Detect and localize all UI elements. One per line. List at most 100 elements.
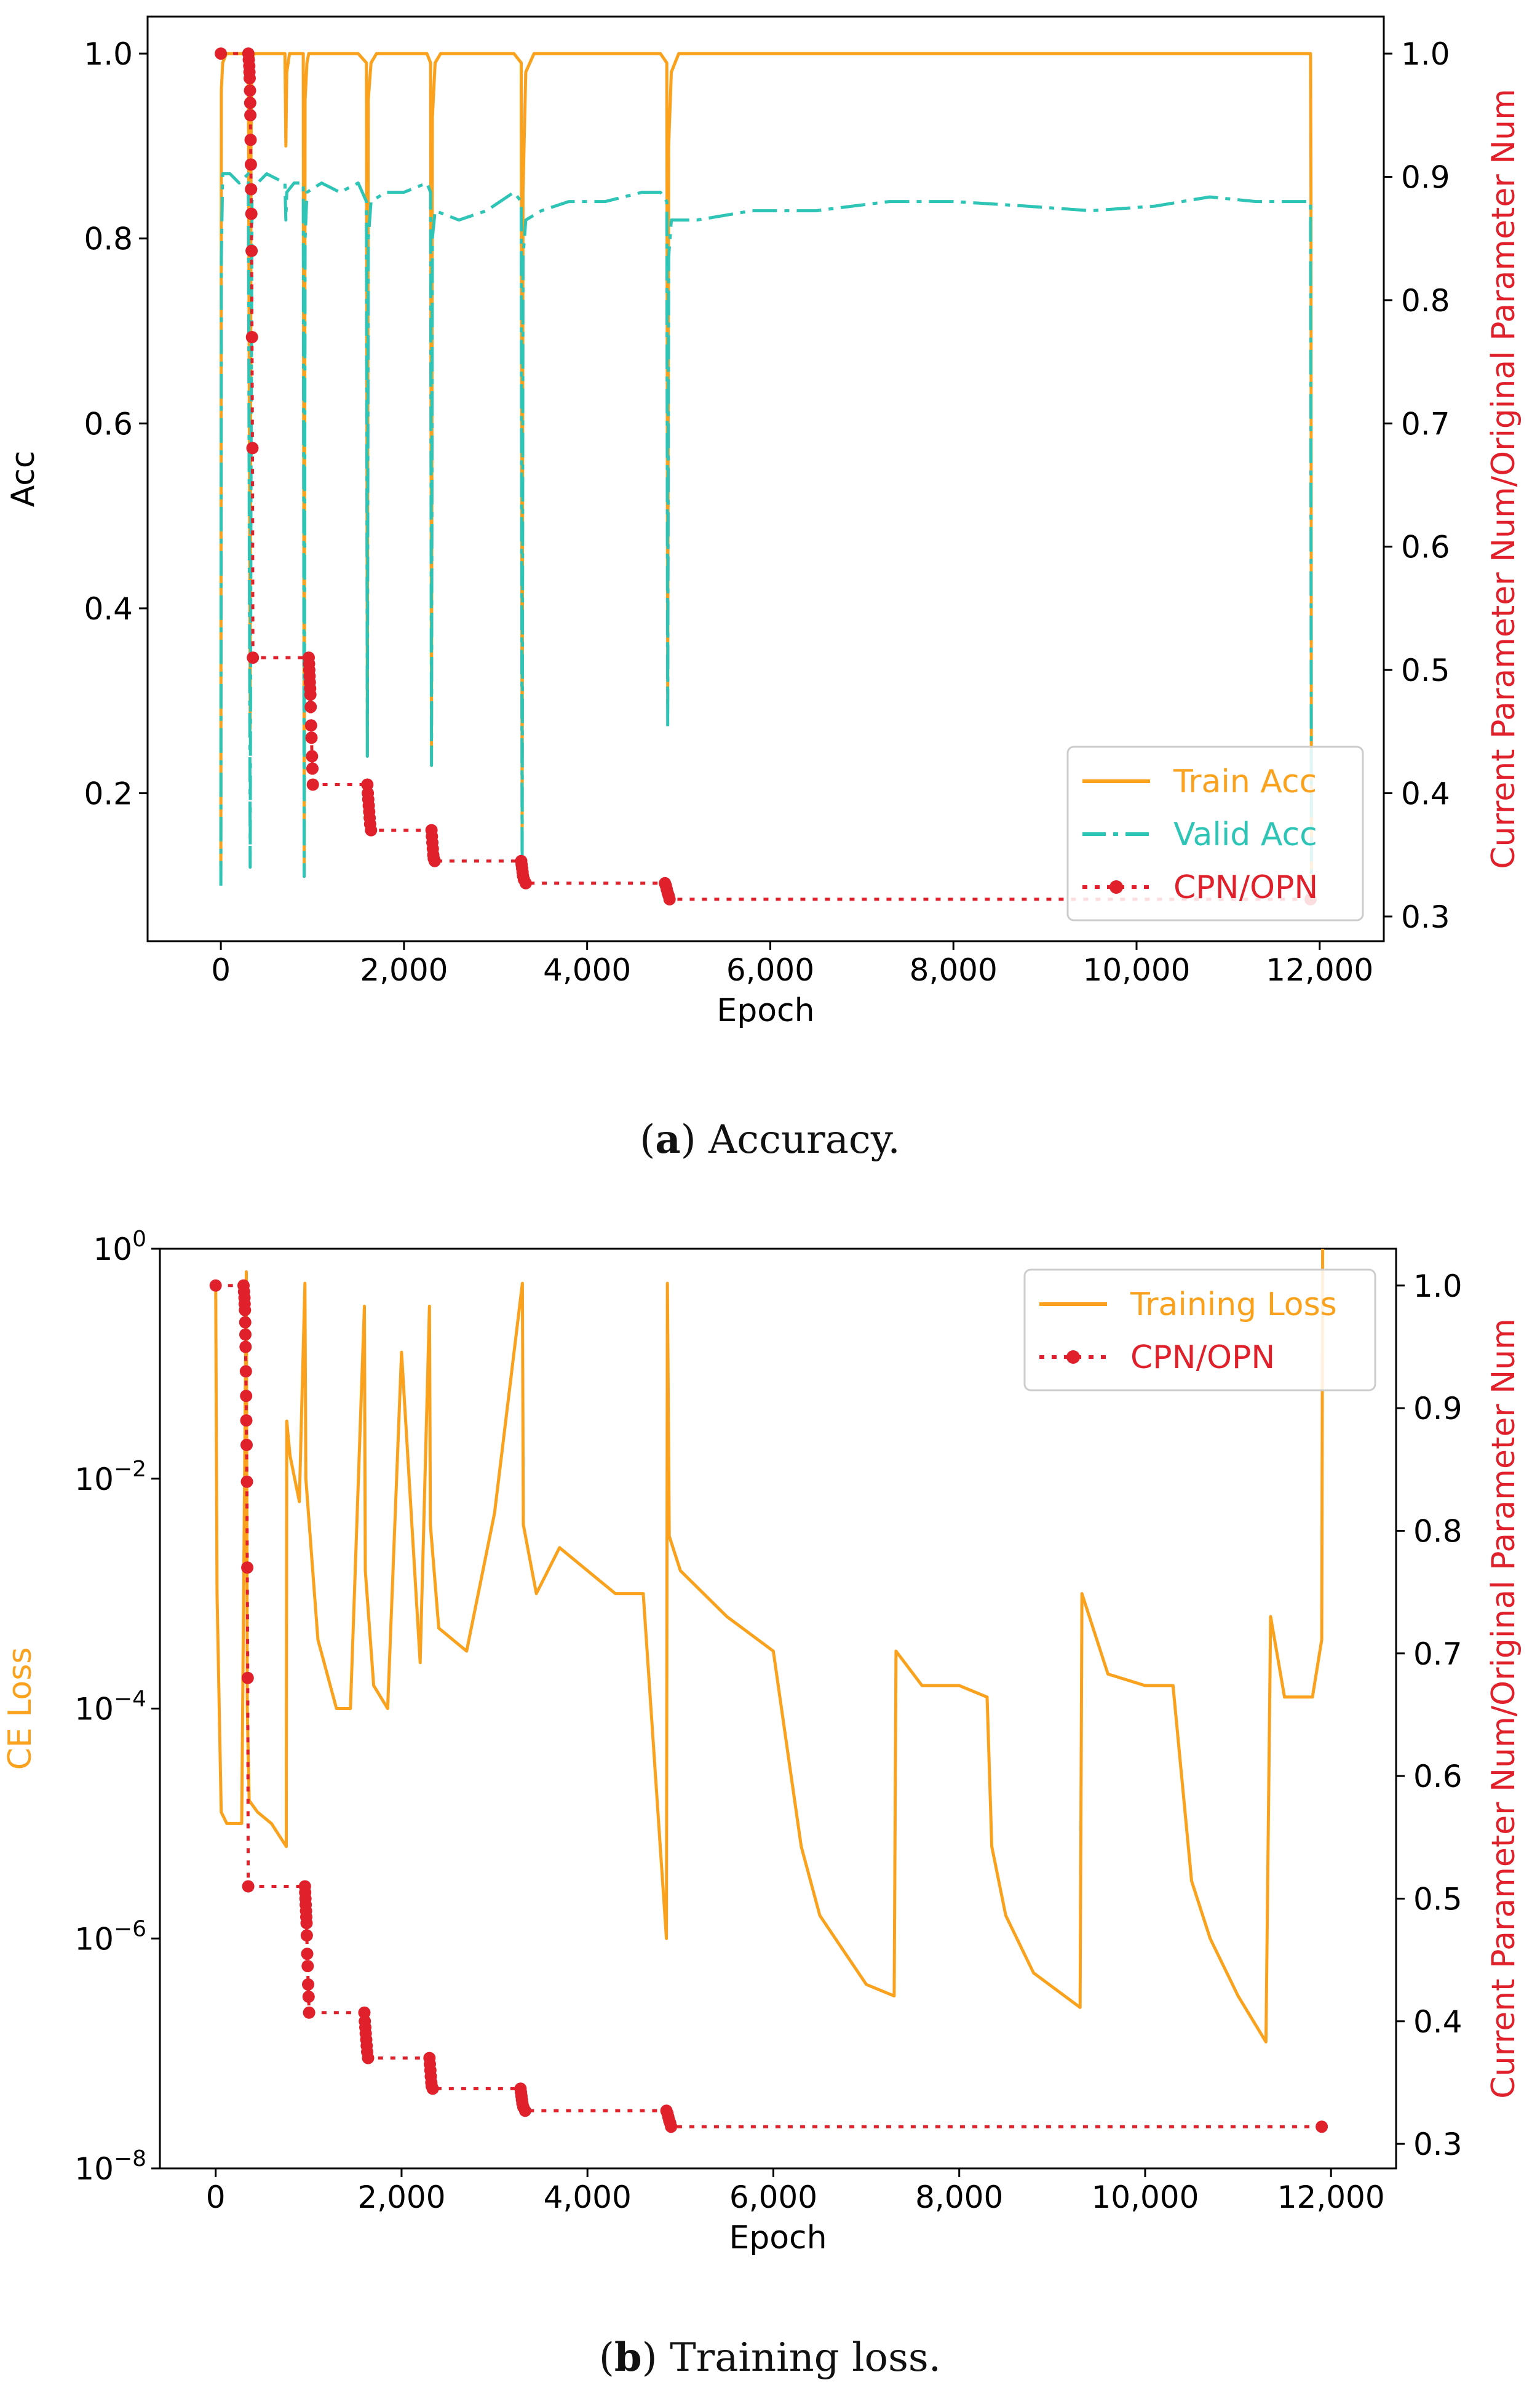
legend-label: CPN/OPN [1130, 1339, 1275, 1376]
x-axis-label: Epoch [716, 992, 814, 1029]
x-tick-label: 10,000 [1091, 2179, 1199, 2215]
legend-label: Training Loss [1130, 1286, 1337, 1323]
y2-tick-label: 1.0 [1413, 1268, 1463, 1304]
legend-label: CPN/OPN [1173, 869, 1318, 906]
y2-tick-label: 0.7 [1413, 1636, 1463, 1672]
legend-label: Valid Acc [1173, 816, 1317, 853]
x-tick-label: 4,000 [543, 952, 631, 988]
cpn-point [245, 183, 258, 196]
cpn-point [239, 1328, 252, 1341]
accuracy-chart: 0 2,000 4,000 6,000 8,000 10,000 12,000 Epoch 0.… [5, 15, 1522, 1029]
cpn-point [244, 72, 256, 85]
y2-tick-label: 0.3 [1401, 899, 1450, 935]
legend-label: Train Acc [1173, 763, 1317, 800]
legend-marker [1109, 880, 1123, 894]
y2-axis-label: Current Parameter Num/Original Parameter… [1485, 89, 1522, 869]
y-tick-label: 10−6 [74, 1916, 146, 1957]
legend-box [1023, 1268, 1376, 1391]
cpn-point [239, 1316, 252, 1329]
cpn-point [304, 688, 317, 701]
x-axis-label: Epoch [729, 2219, 827, 2256]
y2-tick-label: 0.6 [1401, 530, 1450, 565]
y-axis-label: CE Loss [2, 1647, 39, 1770]
x-tick-label: 12,000 [1266, 952, 1373, 988]
cpn-point [301, 1948, 314, 1960]
y2-tick-label: 0.9 [1413, 1391, 1463, 1427]
plot-frame [146, 15, 1385, 942]
x-tick-label: 0 [211, 952, 231, 988]
cpn-point [245, 207, 258, 220]
x-tick-label: 4,000 [544, 2179, 632, 2215]
caption-b: (b) Training loss. [598, 2334, 942, 2381]
y2-tick-label: 0.5 [1413, 1881, 1463, 1917]
cpn-point [244, 133, 257, 146]
series-line-training-loss [214, 1249, 1325, 2044]
caption-b-text: ) Training loss. [641, 2335, 942, 2381]
cpn-point [306, 750, 319, 763]
cpn-point [518, 2104, 531, 2117]
x-tick-label: 2,000 [360, 952, 448, 988]
cpn-point [245, 244, 258, 257]
cpn-point [244, 97, 256, 109]
x-tick-label: 0 [206, 2179, 226, 2215]
cpn-point [244, 109, 257, 122]
cpn-point [247, 651, 260, 664]
cpn-point [303, 2006, 316, 2019]
cpn-point [428, 854, 441, 867]
x-tick-label: 10,000 [1083, 952, 1191, 988]
cpn-point [239, 1365, 252, 1378]
cpn-point [302, 1990, 315, 2003]
y-tick-label: 0.4 [84, 591, 133, 627]
cpn-point [306, 778, 319, 791]
y2-tick-label: 0.3 [1413, 2127, 1463, 2162]
cpn-point [665, 2120, 678, 2133]
cpn-point [302, 1978, 314, 1991]
cpn-point [300, 1929, 313, 1942]
y-tick-label: 10−4 [74, 1687, 146, 1727]
legend-box [1066, 746, 1364, 921]
cpn-point [365, 824, 378, 837]
y-tick-label: 0.8 [84, 221, 133, 257]
caption-a-letter: a [655, 1116, 681, 1163]
cpn-point [304, 701, 317, 714]
caption-a-text: ) Accuracy. [680, 1117, 900, 1163]
cpn-point [362, 2052, 375, 2064]
y-tick-label: 0.6 [84, 406, 133, 442]
cpn-point [519, 877, 532, 890]
x-tick-label: 2,000 [357, 2179, 445, 2215]
y2-tick-label: 0.4 [1401, 776, 1450, 812]
cpn-point [304, 719, 317, 732]
cpn-point [244, 84, 256, 97]
cpn-point [1316, 2120, 1328, 2133]
cpn-point [240, 1475, 253, 1488]
y-tick-label: 10−2 [74, 1457, 146, 1497]
series-line-cpn-opn [215, 1284, 1322, 2128]
cpn-point [426, 2082, 439, 2095]
caption-a: (a) Accuracy. [640, 1116, 900, 1163]
cpn-point [240, 1390, 253, 1403]
y2-tick-label: 0.8 [1401, 283, 1450, 319]
x-tick-label: 6,000 [729, 2179, 817, 2215]
y2-tick-label: 0.7 [1401, 406, 1450, 442]
y-tick-label: 10−8 [74, 2146, 146, 2187]
cpn-point [301, 1960, 314, 1973]
cpn-point [246, 442, 259, 455]
cpn-point [239, 1303, 252, 1316]
y-tick-label: 1.0 [84, 36, 133, 72]
y2-tick-label: 0.5 [1401, 653, 1450, 688]
cpn-point [242, 1880, 255, 1893]
y2-tick-label: 0.6 [1413, 1759, 1463, 1794]
cpn-point [305, 731, 318, 744]
y2-tick-label: 0.4 [1413, 2004, 1463, 2040]
y2-tick-label: 0.9 [1401, 160, 1450, 196]
cpn-point [245, 331, 258, 343]
x-tick-label: 12,000 [1277, 2179, 1385, 2215]
y2-tick-label: 1.0 [1401, 36, 1450, 72]
cpn-point [300, 1917, 313, 1930]
cpn-point [244, 158, 257, 171]
cpn-point [239, 1340, 252, 1353]
caption-b-letter: b [614, 2334, 642, 2381]
cpn-point [209, 1279, 222, 1292]
x-tick-label: 8,000 [910, 952, 998, 988]
